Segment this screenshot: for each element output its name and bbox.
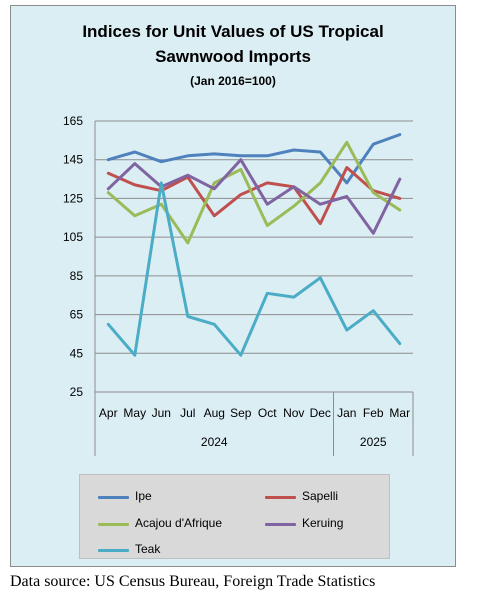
y-tick-label: 45 (70, 346, 84, 360)
x-tick-label: May (123, 406, 146, 420)
chart-subtitle: (Jan 2016=100) (190, 74, 276, 88)
y-tick-label: 125 (63, 191, 83, 205)
series-line-ipe (106, 133, 402, 185)
x-tick-label: Aug (204, 406, 225, 420)
x-tick-label: Jul (180, 406, 195, 420)
legend-swatch-keruing (265, 523, 296, 526)
y-tick-label: 105 (63, 230, 83, 244)
y-tick-label: 85 (70, 269, 84, 283)
x-tick-label: Mar (389, 406, 410, 420)
y-tick-label: 65 (70, 308, 84, 322)
legend-swatch-sapelli (265, 496, 296, 499)
axes (94, 121, 414, 456)
chart-title-line-2: Sawnwood Imports (155, 47, 311, 66)
x-tick-label: Apr (99, 406, 118, 420)
gridlines (95, 120, 413, 393)
series-lines (106, 133, 402, 357)
x-tick-label: Jun (152, 406, 171, 420)
axis-labels: 25 45 65 85 105 125 145 165 Apr May Jun Jul Aug Sep Oc… (63, 114, 410, 449)
series-line-keruing (106, 158, 402, 235)
x-tick-label: Feb (363, 406, 384, 420)
legend-label-teak: Teak (135, 542, 161, 556)
series-line-teak (106, 181, 402, 357)
legend-swatch-ipe (98, 496, 129, 499)
x-tick-label: Oct (258, 406, 277, 420)
legend-label-keruing: Keruing (302, 516, 344, 530)
chart-title-line-1: Indices for Unit Values of US Tropical (82, 22, 384, 41)
legend: Ipe Sapelli Acajou d'Afrique Keruing Tea… (79, 474, 390, 559)
line-chart: 25 45 65 85 105 125 145 165 Apr May Jun Jul Aug Sep Oc… (63, 114, 414, 456)
y-tick-label: 145 (63, 153, 83, 167)
y-tick-label: 165 (63, 114, 83, 128)
x-tick-label: Nov (283, 406, 304, 420)
chart-frame: Indices for Unit Values of US Tropical S… (10, 5, 456, 567)
legend-label-sapelli: Sapelli (302, 489, 339, 503)
year-label: 2025 (360, 435, 387, 449)
legend-swatch-teak (98, 549, 129, 552)
legend-label-acajou: Acajou d'Afrique (135, 516, 223, 530)
y-tick-label: 25 (70, 385, 84, 399)
x-tick-label: Jan (337, 406, 356, 420)
data-source-note: Data source: US Census Bureau, Foreign T… (10, 573, 376, 590)
series-line-sapelli (106, 166, 402, 226)
legend-label-ipe: Ipe (135, 489, 152, 503)
legend-swatch-acajou (98, 523, 129, 526)
x-tick-label: Dec (310, 406, 331, 420)
year-label: 2024 (201, 435, 228, 449)
x-tick-label: Sep (230, 406, 252, 420)
